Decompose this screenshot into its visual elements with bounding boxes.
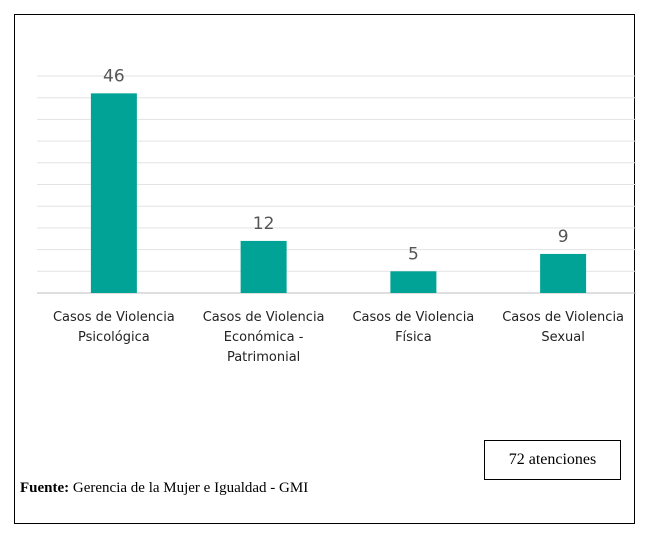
- x-tick-label: Casos de Violencia Física: [352, 310, 475, 345]
- source-label: Fuente:: [20, 480, 70, 496]
- bar: [90, 93, 137, 293]
- value-label: 9: [558, 227, 569, 247]
- source: Fuente: Gerencia de la Mujer e Igualdad …: [20, 480, 308, 497]
- annotation: 72 atenciones: [484, 440, 621, 480]
- value-label: 46: [103, 66, 125, 86]
- frame: [14, 14, 635, 524]
- value-label: 5: [408, 244, 419, 264]
- x-tick-label: Casos de Violencia Económica - Patrimoni…: [202, 310, 325, 365]
- source-text: Gerencia de la Mujer e Igualdad - GMI: [72, 480, 309, 496]
- bar: [390, 271, 437, 293]
- bar: [540, 253, 587, 293]
- value-label: 12: [253, 214, 275, 234]
- x-tick-label: Casos de Violencia Psicológica: [52, 310, 175, 345]
- bar: [240, 240, 287, 293]
- x-tick-label: Casos de Violencia Sexual: [502, 310, 625, 345]
